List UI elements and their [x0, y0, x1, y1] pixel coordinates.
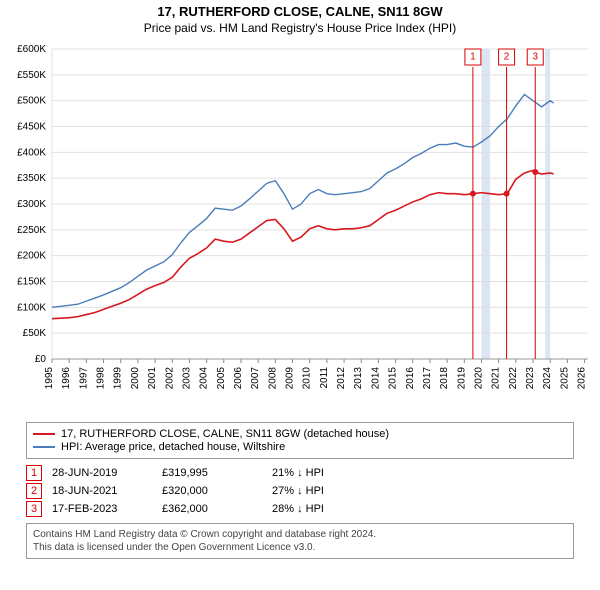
- x-axis-label: 2020: [473, 367, 484, 390]
- x-axis-label: 1995: [44, 367, 55, 390]
- note-price: £362,000: [162, 503, 272, 515]
- y-axis-label: £550K: [17, 70, 46, 81]
- x-axis-label: 2012: [336, 367, 347, 390]
- y-axis-label: £350K: [17, 173, 46, 184]
- series-property: [52, 170, 554, 318]
- x-axis-label: 2022: [508, 367, 519, 390]
- marker-number: 2: [504, 52, 510, 63]
- disclaimer-line1: Contains HM Land Registry data © Crown c…: [33, 528, 567, 541]
- x-axis-label: 2014: [370, 367, 381, 390]
- marker-number: 1: [470, 52, 476, 63]
- note-row: 1 28-JUN-2019£319,99521% ↓ HPI: [26, 465, 574, 481]
- x-axis-label: 2001: [147, 367, 158, 390]
- x-axis-label: 2025: [559, 367, 570, 390]
- y-axis-label: £450K: [17, 122, 46, 133]
- note-row: 2 18-JUN-2021£320,00027% ↓ HPI: [26, 483, 574, 499]
- note-row: 3 17-FEB-2023£362,00028% ↓ HPI: [26, 501, 574, 517]
- y-axis-label: £0: [35, 354, 47, 365]
- x-axis-label: 2015: [388, 367, 399, 390]
- y-axis-label: £50K: [23, 328, 47, 339]
- x-axis-label: 2011: [319, 367, 330, 389]
- legend-swatch: [33, 446, 55, 448]
- x-axis-label: 2010: [302, 367, 313, 390]
- x-axis-label: 2007: [250, 367, 261, 390]
- price-chart: £0 £50K £100K £150K £200K £250K £300K £350K £400…: [0, 41, 600, 416]
- x-axis-label: 2017: [422, 367, 433, 390]
- x-axis-label: 1998: [96, 367, 107, 390]
- y-axis-label: £400K: [17, 147, 46, 158]
- note-date: 18-JUN-2021: [52, 485, 162, 497]
- y-axis-label: £600K: [17, 44, 46, 55]
- legend-item: 17, RUTHERFORD CLOSE, CALNE, SN11 8GW (d…: [33, 428, 567, 440]
- x-axis-label: 2024: [542, 367, 553, 390]
- marker-dot: [504, 191, 510, 197]
- y-axis-label: £200K: [17, 251, 46, 262]
- note-diff: 21% ↓ HPI: [272, 467, 392, 479]
- y-axis-label: £500K: [17, 96, 46, 107]
- note-marker: 1: [26, 465, 42, 481]
- marker-dot: [470, 191, 476, 197]
- marker-number: 3: [532, 52, 538, 63]
- x-axis-label: 2003: [181, 367, 192, 390]
- x-axis-label: 2021: [491, 367, 502, 390]
- legend-item: HPI: Average price, detached house, Wilt…: [33, 441, 567, 453]
- y-axis-label: £250K: [17, 225, 46, 236]
- note-diff: 28% ↓ HPI: [272, 503, 392, 515]
- x-axis-label: 2019: [456, 367, 467, 390]
- x-axis-label: 2002: [164, 367, 175, 390]
- note-marker: 2: [26, 483, 42, 499]
- x-axis-label: 1996: [61, 367, 72, 390]
- x-axis-label: 2013: [353, 367, 364, 390]
- x-axis-label: 2008: [267, 367, 278, 390]
- note-marker: 3: [26, 501, 42, 517]
- marker-notes: 1 28-JUN-2019£319,99521% ↓ HPI 2 18-JUN-202…: [26, 465, 574, 517]
- legend-label: 17, RUTHERFORD CLOSE, CALNE, SN11 8GW (d…: [61, 428, 389, 440]
- marker-dot: [532, 169, 538, 175]
- x-axis-label: 2005: [216, 367, 227, 390]
- x-axis-label: 2009: [285, 367, 296, 390]
- x-axis-label: 2018: [439, 367, 450, 390]
- note-price: £319,995: [162, 467, 272, 479]
- note-date: 17-FEB-2023: [52, 503, 162, 515]
- x-axis-label: 2004: [199, 367, 210, 390]
- x-axis-label: 2026: [577, 367, 588, 390]
- chart-title: 17, RUTHERFORD CLOSE, CALNE, SN11 8GW: [0, 4, 600, 19]
- y-axis-label: £300K: [17, 199, 46, 210]
- disclaimer-box: Contains HM Land Registry data © Crown c…: [26, 523, 574, 559]
- legend-box: 17, RUTHERFORD CLOSE, CALNE, SN11 8GW (d…: [26, 422, 574, 459]
- note-price: £320,000: [162, 485, 272, 497]
- x-axis-label: 2016: [405, 367, 416, 390]
- y-axis-label: £100K: [17, 302, 46, 313]
- legend-swatch: [33, 433, 55, 435]
- note-date: 28-JUN-2019: [52, 467, 162, 479]
- disclaimer-line2: This data is licensed under the Open Gov…: [33, 541, 567, 554]
- x-axis-label: 2006: [233, 367, 244, 390]
- chart-subtitle: Price paid vs. HM Land Registry's House …: [0, 21, 600, 35]
- x-axis-label: 2023: [525, 367, 536, 390]
- x-axis-label: 2000: [130, 367, 141, 390]
- x-axis-label: 1999: [113, 367, 124, 390]
- legend-label: HPI: Average price, detached house, Wilt…: [61, 441, 285, 453]
- x-axis-label: 1997: [78, 367, 89, 390]
- note-diff: 27% ↓ HPI: [272, 485, 392, 497]
- y-axis-label: £150K: [17, 277, 46, 288]
